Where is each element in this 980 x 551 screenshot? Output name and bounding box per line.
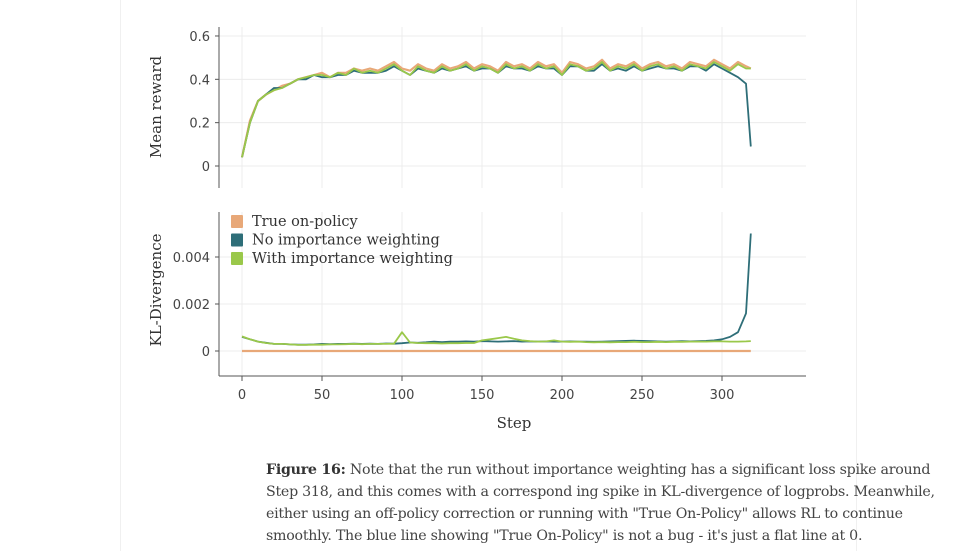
y-tick-label: 0.4 xyxy=(189,73,210,88)
y-tick-label: 0.2 xyxy=(189,117,210,132)
legend-label: No importance weighting xyxy=(252,233,440,249)
y-axis-label: KL-Divergence xyxy=(147,233,165,346)
y-tick-label: 0 xyxy=(202,160,210,175)
figure-frame: 0 50 100 150 200 250 300 0 0.2 0.4 0.6 Mean reward 0… xyxy=(120,0,935,551)
caption-label: Figure 16: xyxy=(266,462,346,478)
y-axis-label: Mean reward xyxy=(147,56,165,159)
legend-swatch xyxy=(231,252,243,265)
caption-text: Note that the run without importance wei… xyxy=(266,462,935,544)
series-line-no-importance-weighting xyxy=(241,63,752,158)
x-tick-label: 150 xyxy=(470,388,495,403)
series-line-with-importance-weighting xyxy=(241,331,751,346)
x-tick-label: 100 xyxy=(390,388,415,403)
legend-label: With importance weighting xyxy=(252,251,453,267)
y-tick-label: 0.002 xyxy=(173,298,210,313)
legend-label: True on-policy xyxy=(252,214,359,230)
y-tick-label: 0.004 xyxy=(173,251,210,266)
x-tick-label: 200 xyxy=(550,388,575,403)
figure-chart: 0 50 100 150 200 250 300 0 0.2 0.4 0.6 Mean reward 0… xyxy=(147,27,806,432)
legend-swatch xyxy=(231,215,243,228)
legend-swatch xyxy=(231,233,243,247)
x-tick-label: 250 xyxy=(630,388,655,403)
y-tick-label: 0 xyxy=(202,345,210,360)
figure-caption: Figure 16: Note that the run without imp… xyxy=(266,459,956,547)
x-tick-label: 50 xyxy=(314,388,331,403)
x-tick-label: 300 xyxy=(710,388,735,403)
y-tick-label: 0.6 xyxy=(189,30,210,45)
series-line-with-importance-weighting xyxy=(241,61,751,158)
x-axis-label: Step xyxy=(497,414,532,432)
x-tick-label: 0 xyxy=(238,388,246,403)
